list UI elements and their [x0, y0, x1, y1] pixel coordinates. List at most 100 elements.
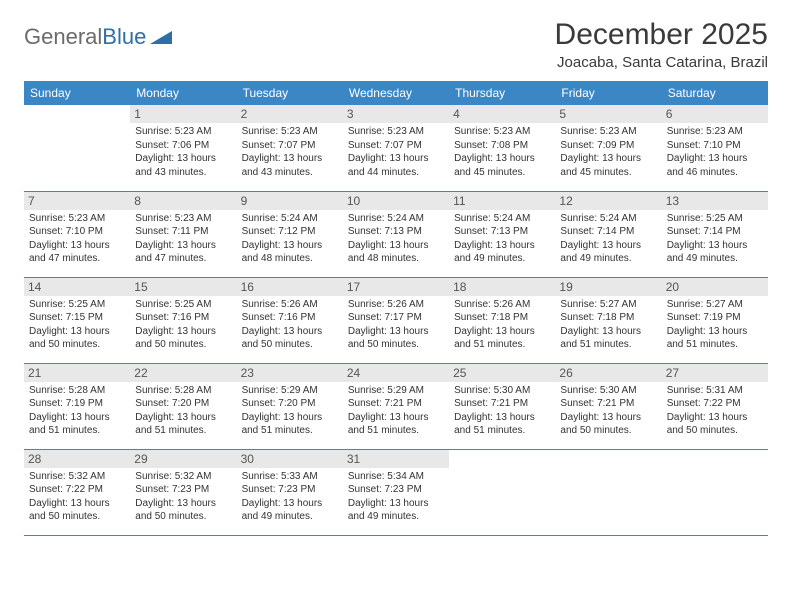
sunset-text: Sunset: 7:09 PM — [560, 139, 656, 153]
sunset-text: Sunset: 7:22 PM — [667, 397, 763, 411]
day-header: Sunday — [24, 81, 130, 105]
sunrise-text: Sunrise: 5:29 AM — [242, 384, 338, 398]
calendar-cell — [449, 449, 555, 535]
daylight-text: and 48 minutes. — [242, 252, 338, 266]
daylight-text: Daylight: 13 hours — [29, 411, 125, 425]
logo: GeneralBlue — [24, 18, 172, 50]
daylight-text: Daylight: 13 hours — [242, 497, 338, 511]
day-number: 18 — [449, 278, 555, 296]
daylight-text: and 50 minutes. — [135, 510, 231, 524]
daylight-text: Daylight: 13 hours — [667, 411, 763, 425]
sunrise-text: Sunrise: 5:32 AM — [29, 470, 125, 484]
daylight-text: and 44 minutes. — [348, 166, 444, 180]
daylight-text: and 51 minutes. — [348, 424, 444, 438]
calendar-cell — [24, 105, 130, 191]
sunrise-text: Sunrise: 5:31 AM — [667, 384, 763, 398]
daylight-text: Daylight: 13 hours — [454, 239, 550, 253]
sunset-text: Sunset: 7:21 PM — [348, 397, 444, 411]
calendar-cell: 3Sunrise: 5:23 AMSunset: 7:07 PMDaylight… — [343, 105, 449, 191]
sunrise-text: Sunrise: 5:24 AM — [348, 212, 444, 226]
daylight-text: Daylight: 13 hours — [667, 152, 763, 166]
daylight-text: Daylight: 13 hours — [348, 152, 444, 166]
daylight-text: and 43 minutes. — [242, 166, 338, 180]
sunrise-text: Sunrise: 5:32 AM — [135, 470, 231, 484]
day-number: 14 — [24, 278, 130, 296]
day-number: 7 — [24, 192, 130, 210]
day-header: Tuesday — [237, 81, 343, 105]
day-number: 20 — [662, 278, 768, 296]
daylight-text: and 49 minutes. — [348, 510, 444, 524]
calendar-cell: 19Sunrise: 5:27 AMSunset: 7:18 PMDayligh… — [555, 277, 661, 363]
calendar-cell: 15Sunrise: 5:25 AMSunset: 7:16 PMDayligh… — [130, 277, 236, 363]
daylight-text: and 51 minutes. — [29, 424, 125, 438]
daylight-text: and 49 minutes. — [242, 510, 338, 524]
calendar-cell: 28Sunrise: 5:32 AMSunset: 7:22 PMDayligh… — [24, 449, 130, 535]
day-number: 31 — [343, 450, 449, 468]
daylight-text: Daylight: 13 hours — [348, 325, 444, 339]
daylight-text: and 49 minutes. — [560, 252, 656, 266]
sunset-text: Sunset: 7:15 PM — [29, 311, 125, 325]
daylight-text: Daylight: 13 hours — [135, 411, 231, 425]
sunrise-text: Sunrise: 5:34 AM — [348, 470, 444, 484]
day-header: Wednesday — [343, 81, 449, 105]
calendar-cell: 11Sunrise: 5:24 AMSunset: 7:13 PMDayligh… — [449, 191, 555, 277]
daylight-text: and 50 minutes. — [135, 338, 231, 352]
calendar-cell: 4Sunrise: 5:23 AMSunset: 7:08 PMDaylight… — [449, 105, 555, 191]
daylight-text: Daylight: 13 hours — [667, 325, 763, 339]
day-number: 17 — [343, 278, 449, 296]
calendar-week-row: 14Sunrise: 5:25 AMSunset: 7:15 PMDayligh… — [24, 277, 768, 363]
day-header: Thursday — [449, 81, 555, 105]
calendar-cell: 2Sunrise: 5:23 AMSunset: 7:07 PMDaylight… — [237, 105, 343, 191]
daylight-text: Daylight: 13 hours — [242, 152, 338, 166]
sunrise-text: Sunrise: 5:26 AM — [454, 298, 550, 312]
daylight-text: and 51 minutes. — [454, 424, 550, 438]
daylight-text: and 43 minutes. — [135, 166, 231, 180]
sunrise-text: Sunrise: 5:23 AM — [667, 125, 763, 139]
daylight-text: Daylight: 13 hours — [135, 152, 231, 166]
sunset-text: Sunset: 7:07 PM — [242, 139, 338, 153]
sunset-text: Sunset: 7:18 PM — [454, 311, 550, 325]
daylight-text: and 51 minutes. — [667, 338, 763, 352]
day-number: 15 — [130, 278, 236, 296]
daylight-text: and 49 minutes. — [667, 252, 763, 266]
day-number: 10 — [343, 192, 449, 210]
month-title: December 2025 — [555, 18, 768, 52]
sunrise-text: Sunrise: 5:28 AM — [135, 384, 231, 398]
daylight-text: and 51 minutes. — [242, 424, 338, 438]
calendar-cell: 9Sunrise: 5:24 AMSunset: 7:12 PMDaylight… — [237, 191, 343, 277]
sunset-text: Sunset: 7:21 PM — [560, 397, 656, 411]
calendar-table: Sunday Monday Tuesday Wednesday Thursday… — [24, 81, 768, 536]
sunset-text: Sunset: 7:08 PM — [454, 139, 550, 153]
day-number: 19 — [555, 278, 661, 296]
daylight-text: Daylight: 13 hours — [29, 325, 125, 339]
sunset-text: Sunset: 7:19 PM — [667, 311, 763, 325]
calendar-cell — [555, 449, 661, 535]
day-number: 13 — [662, 192, 768, 210]
sunrise-text: Sunrise: 5:23 AM — [454, 125, 550, 139]
calendar-cell: 12Sunrise: 5:24 AMSunset: 7:14 PMDayligh… — [555, 191, 661, 277]
sunrise-text: Sunrise: 5:25 AM — [29, 298, 125, 312]
title-block: December 2025 Joacaba, Santa Catarina, B… — [555, 18, 768, 71]
sunset-text: Sunset: 7:20 PM — [242, 397, 338, 411]
sunset-text: Sunset: 7:14 PM — [667, 225, 763, 239]
sunset-text: Sunset: 7:22 PM — [29, 483, 125, 497]
calendar-cell: 5Sunrise: 5:23 AMSunset: 7:09 PMDaylight… — [555, 105, 661, 191]
sunrise-text: Sunrise: 5:23 AM — [135, 212, 231, 226]
calendar-cell — [662, 449, 768, 535]
day-number: 21 — [24, 364, 130, 382]
calendar-cell: 27Sunrise: 5:31 AMSunset: 7:22 PMDayligh… — [662, 363, 768, 449]
day-header-row: Sunday Monday Tuesday Wednesday Thursday… — [24, 81, 768, 105]
daylight-text: and 49 minutes. — [454, 252, 550, 266]
calendar-cell: 30Sunrise: 5:33 AMSunset: 7:23 PMDayligh… — [237, 449, 343, 535]
day-number: 4 — [449, 105, 555, 123]
sunrise-text: Sunrise: 5:24 AM — [242, 212, 338, 226]
sunset-text: Sunset: 7:10 PM — [29, 225, 125, 239]
sunset-text: Sunset: 7:20 PM — [135, 397, 231, 411]
sunrise-text: Sunrise: 5:24 AM — [454, 212, 550, 226]
calendar-cell: 7Sunrise: 5:23 AMSunset: 7:10 PMDaylight… — [24, 191, 130, 277]
daylight-text: Daylight: 13 hours — [454, 325, 550, 339]
calendar-cell: 13Sunrise: 5:25 AMSunset: 7:14 PMDayligh… — [662, 191, 768, 277]
calendar-cell: 10Sunrise: 5:24 AMSunset: 7:13 PMDayligh… — [343, 191, 449, 277]
day-number: 23 — [237, 364, 343, 382]
daylight-text: Daylight: 13 hours — [348, 239, 444, 253]
